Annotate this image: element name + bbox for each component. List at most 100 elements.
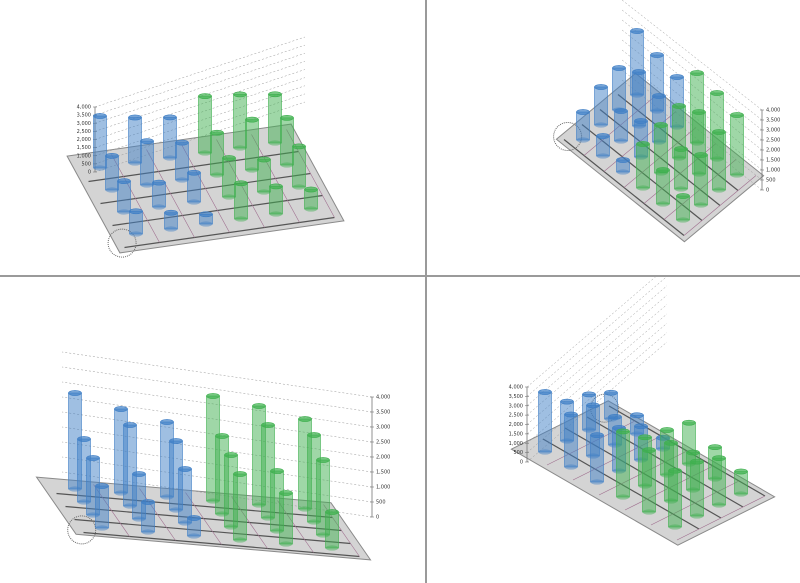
y-tick-label: 1,000 bbox=[376, 485, 390, 491]
cylinder-top bbox=[668, 467, 682, 474]
cylinder-top bbox=[634, 423, 648, 430]
cylinder-top bbox=[660, 427, 674, 433]
cylinder-top bbox=[642, 447, 656, 454]
grid-line bbox=[526, 277, 656, 388]
cylinder-top bbox=[690, 70, 704, 76]
cylinder-top bbox=[636, 141, 650, 147]
cylinder-top bbox=[692, 109, 706, 115]
cylinder-top bbox=[634, 118, 648, 124]
cylinder-top bbox=[670, 74, 684, 80]
y-tick-label: 3,500 bbox=[509, 394, 523, 400]
cylinder-top bbox=[304, 186, 318, 193]
grid-line bbox=[61, 366, 373, 413]
cylinder-body bbox=[292, 146, 306, 188]
cylinder-body bbox=[210, 132, 224, 176]
cylinder-top bbox=[594, 84, 608, 90]
y-tick-label: 500 bbox=[376, 500, 386, 506]
cylinder-body bbox=[325, 511, 339, 549]
cylinder bbox=[198, 93, 212, 156]
y-tick-label: 500 bbox=[766, 178, 776, 184]
cylinder-body bbox=[95, 485, 109, 529]
cylinder-top bbox=[586, 402, 600, 409]
y-tick-label: 2,000 bbox=[509, 422, 523, 428]
chart-panel: 0 500 1,000 1,500 2,000 2,500 3,000 3,500 4,000 bbox=[66, 36, 345, 258]
y-tick-label: 3,500 bbox=[376, 410, 390, 416]
cylinder-top bbox=[694, 152, 708, 158]
cylinder-body bbox=[268, 93, 282, 144]
cylinder-top bbox=[576, 109, 590, 115]
cylinder-top bbox=[564, 411, 578, 418]
cylinder-top bbox=[210, 129, 224, 136]
cylinder bbox=[614, 108, 628, 144]
grid-line bbox=[526, 304, 668, 425]
cylinder bbox=[129, 208, 143, 237]
cylinder-top bbox=[268, 91, 282, 98]
floor-plan-line bbox=[676, 495, 766, 541]
y-tick-label: 3,000 bbox=[77, 121, 91, 127]
y-tick-label: 4,000 bbox=[509, 385, 523, 391]
cylinder bbox=[163, 114, 177, 161]
cylinder bbox=[199, 211, 213, 227]
cylinder-top bbox=[672, 103, 686, 109]
cylinder-body bbox=[694, 154, 708, 206]
floor-plan-arc bbox=[590, 393, 620, 423]
cylinder-top bbox=[270, 468, 284, 474]
cylinder-top bbox=[199, 211, 213, 218]
cylinder bbox=[245, 116, 259, 173]
cylinder-top bbox=[630, 412, 644, 419]
floor-plan-line bbox=[683, 175, 757, 236]
cylinder bbox=[175, 139, 189, 183]
cylinder bbox=[594, 84, 608, 128]
cylinder-top bbox=[616, 428, 630, 435]
cylinder bbox=[642, 447, 656, 515]
cylinder bbox=[590, 432, 604, 485]
y-tick-label: 0 bbox=[766, 188, 769, 194]
cylinder-top bbox=[612, 65, 626, 71]
cylinder-top bbox=[252, 403, 266, 409]
cylinder-body bbox=[233, 473, 247, 541]
cylinder bbox=[269, 183, 283, 217]
cylinder-body bbox=[712, 131, 726, 191]
cylinder-body bbox=[280, 117, 294, 166]
y-tick-label: 1,500 bbox=[77, 145, 91, 151]
cylinder-body bbox=[222, 157, 236, 198]
cylinder-top bbox=[206, 393, 220, 399]
y-tick-label: 4,000 bbox=[376, 395, 390, 401]
cylinder-body bbox=[245, 119, 259, 171]
cylinder-top bbox=[298, 416, 312, 422]
cylinder-body bbox=[105, 155, 119, 191]
y-tick-label: 0 bbox=[376, 515, 379, 521]
cylinder-body bbox=[129, 210, 143, 235]
cylinder bbox=[576, 109, 590, 143]
cylinder-body bbox=[564, 414, 578, 468]
cylinder-top bbox=[656, 167, 670, 173]
cylinder-body bbox=[141, 501, 155, 533]
grid-line bbox=[526, 277, 667, 397]
chart-panel: 0 500 1,000 1,500 2,000 2,500 3,000 3,500 4,000 bbox=[35, 351, 390, 561]
cylinder-body bbox=[117, 180, 131, 213]
cylinder bbox=[140, 138, 154, 188]
y-tick-label: 1,000 bbox=[766, 168, 780, 174]
y-tick-label: 4,000 bbox=[766, 108, 780, 114]
cylinder bbox=[636, 141, 650, 191]
cylinder-top bbox=[233, 91, 247, 98]
cylinder-top bbox=[77, 436, 91, 442]
cylinder-body bbox=[178, 468, 192, 524]
cylinder-top bbox=[117, 178, 131, 185]
cylinder-body bbox=[668, 470, 682, 528]
y-tick-label: 2,000 bbox=[376, 455, 390, 461]
cylinder bbox=[141, 499, 155, 535]
cylinder-top bbox=[198, 93, 212, 100]
y-tick-label: 2,500 bbox=[509, 413, 523, 419]
cylinder bbox=[632, 69, 646, 129]
grid-line bbox=[94, 53, 306, 124]
grid-line bbox=[94, 44, 306, 116]
cylinder-body bbox=[175, 142, 189, 181]
cylinder bbox=[164, 209, 178, 232]
cylinder-top bbox=[712, 455, 726, 462]
divider bbox=[0, 275, 800, 277]
cylinder-body bbox=[538, 391, 552, 453]
cylinder-body bbox=[616, 431, 630, 498]
cylinder-top bbox=[132, 471, 146, 477]
